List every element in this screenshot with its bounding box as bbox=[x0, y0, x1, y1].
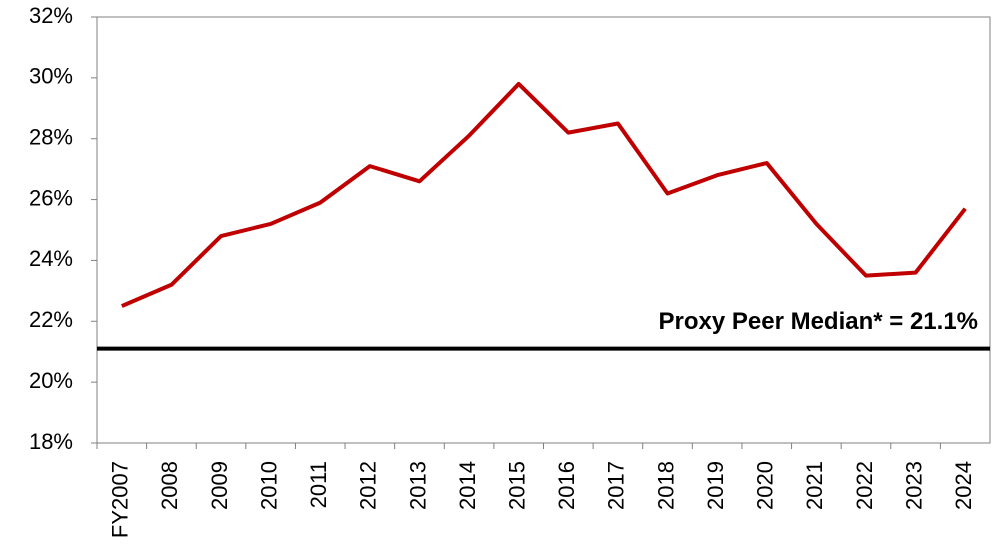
x-tick-label: 2017 bbox=[604, 461, 629, 510]
y-tick-label: 20% bbox=[29, 368, 73, 393]
reference-label: Proxy Peer Median* = 21.1% bbox=[659, 308, 979, 335]
y-tick-label: 22% bbox=[29, 307, 73, 332]
y-tick-label: 24% bbox=[29, 246, 73, 271]
x-tick-label: 2011 bbox=[306, 461, 331, 508]
x-tick-label: 2021 bbox=[802, 461, 827, 510]
y-tick-label: 30% bbox=[29, 64, 73, 89]
y-tick-label: 28% bbox=[29, 125, 73, 150]
x-tick-label: 2012 bbox=[356, 461, 381, 510]
x-tick-label: 2020 bbox=[753, 461, 778, 510]
x-tick-label: 2019 bbox=[703, 461, 728, 510]
x-tick-label: 2016 bbox=[554, 461, 579, 510]
y-tick-label: 32% bbox=[29, 3, 73, 28]
x-tick-label: 2010 bbox=[256, 461, 281, 510]
y-tick-label: 18% bbox=[29, 429, 73, 454]
data-line bbox=[121, 81, 967, 308]
x-tick-label: 2023 bbox=[901, 461, 926, 510]
x-tick-label: 2018 bbox=[653, 461, 678, 510]
x-tick-label: 2013 bbox=[405, 461, 430, 510]
y-tick-label: 26% bbox=[29, 185, 73, 210]
x-tick-label: 2009 bbox=[207, 461, 232, 510]
plot-frame bbox=[96, 16, 991, 444]
x-tick-label: 2015 bbox=[505, 461, 530, 510]
x-tick-label: 2024 bbox=[951, 461, 976, 510]
x-tick-label: 2014 bbox=[455, 461, 480, 510]
x-tick-label: 2008 bbox=[157, 461, 182, 510]
x-tick-label: FY2007 bbox=[108, 461, 133, 538]
x-tick-label: 2022 bbox=[852, 461, 877, 510]
